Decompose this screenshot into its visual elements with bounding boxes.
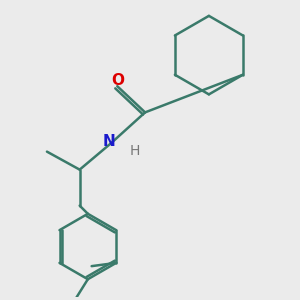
Text: N: N [103,134,116,149]
Text: H: H [130,144,140,158]
Text: O: O [111,73,124,88]
